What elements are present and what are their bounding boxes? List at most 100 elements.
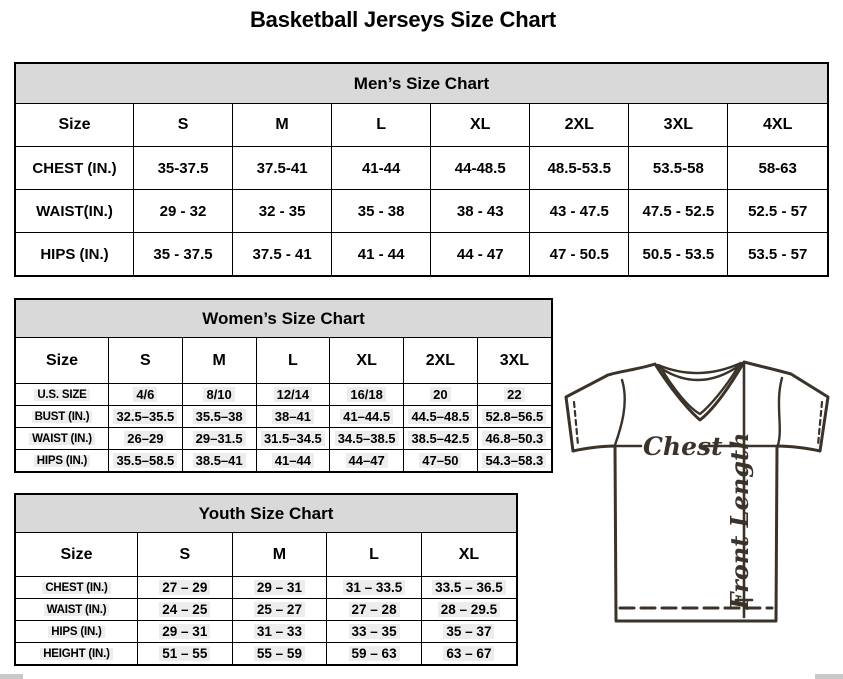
row-label: HEIGHT (IN.) [16,642,138,664]
value-cell: 38 - 43 [430,189,531,233]
row-label: BUST (IN.) [16,405,109,428]
value-cell: 38.5–42.5 [403,427,478,450]
value-cell: 29 – 31 [137,620,233,643]
value-cell: 33 – 35 [326,620,422,643]
youth-size-table: Size S M L XL CHEST (IN.) 27 – 29 29 – 31 31 – 3… [16,533,516,664]
jersey-collar-inner-v [659,365,740,416]
value-cell: 44–47 [329,449,404,471]
chest-label: Chest [643,432,723,461]
jersey-right-armhole-seam [776,376,784,447]
value-cell: 29 – 31 [231,576,328,599]
size-column-m: M [232,104,333,147]
row-label: CHEST (IN.) [16,576,138,599]
row-label: HIPS (IN.) [16,232,134,275]
youth-table-title: Youth Size Chart [16,495,516,533]
measurement-row: WAIST (IN.) 26–29 29–31.5 31.5–34.5 34.5–38.… [16,427,551,450]
value-cell: 27 – 28 [326,598,422,621]
row-label: WAIST (IN.) [16,427,109,450]
measurement-row: WAIST(IN.) 29 - 32 32 - 35 35 - 38 38 - 43 43… [16,189,827,233]
size-column-label: Size [16,533,138,577]
value-cell: 52.5 - 57 [727,189,827,233]
measurement-row: HIPS (IN.) 35.5–58.5 38.5–41 41–44 44–47 47–5… [16,449,551,471]
size-column-m: M [181,338,257,384]
value-cell: 44-48.5 [430,146,531,190]
row-label: HIPS (IN.) [16,449,109,471]
value-cell: 16/18 [329,383,404,406]
size-column-2xl: 2XL [403,338,478,384]
size-header-row: Size S M L XL [16,533,516,577]
value-cell: 38–41 [255,405,331,428]
size-column-3xl: 3XL [476,338,551,384]
size-column-s: S [132,104,234,147]
value-cell: 38.5–41 [181,449,257,471]
size-column-l: L [331,104,432,147]
row-label: CHEST (IN.) [16,146,134,190]
page-title: Basketball Jerseys Size Chart [249,7,557,32]
value-cell: 24 – 25 [137,598,233,621]
value-cell: 35-37.5 [132,146,234,190]
value-cell: 51 – 55 [137,642,233,664]
horizontal-scrollbar-fragment-left[interactable] [0,674,23,679]
value-cell: 54.3–58.3 [476,449,551,471]
value-cell: 41-44 [331,146,432,190]
value-cell: 59 – 63 [326,642,422,664]
value-cell: 35 - 38 [331,189,432,233]
value-cell: 29 - 32 [132,189,234,233]
womens-size-chart-table: Women’s Size Chart Size S M L XL 2XL 3XL U.S. S… [14,298,553,473]
value-cell: 52.8–56.5 [476,405,551,428]
measurement-row: CHEST (IN.) 35-37.5 37.5-41 41-44 44-48.5 48.… [16,146,827,190]
value-cell: 4/6 [108,383,183,406]
value-cell: 48.5-53.5 [529,146,630,190]
value-cell: 35.5–38 [181,405,257,428]
value-cell: 41 - 44 [331,232,432,275]
size-column-xl: XL [430,104,531,147]
value-cell: 41–44 [255,449,331,471]
value-cell: 41–44.5 [329,405,404,428]
value-cell: 20 [403,383,478,406]
jersey-left-sleeve-stitch [572,400,580,447]
jersey-collar-arc-1 [656,361,743,375]
value-cell: 35.5–58.5 [108,449,183,471]
value-cell: 8/10 [181,383,257,406]
size-column-2xl: 2XL [529,104,630,147]
size-header-row: Size S M L XL 2XL 3XL 4XL [16,104,827,147]
measurement-row: U.S. SIZE 4/6 8/10 12/14 16/18 20 22 [16,383,551,406]
value-cell: 27 – 29 [137,576,233,599]
measurement-row: HIPS (IN.) 35 - 37.5 37.5 - 41 41 - 44 44 - … [16,232,827,275]
size-column-4xl: 4XL [727,104,827,147]
size-column-3xl: 3XL [628,104,729,147]
value-cell: 43 - 47.5 [529,189,630,233]
value-cell: 26–29 [108,427,183,450]
size-column-l: L [255,338,331,384]
size-column-m: M [231,533,328,577]
value-cell: 35 - 37.5 [132,232,234,275]
value-cell: 47.5 - 52.5 [628,189,729,233]
horizontal-scrollbar-fragment-right[interactable] [815,674,843,679]
size-column-xl: XL [420,533,516,577]
size-column-l: L [326,533,422,577]
front-length-label: Front Length [725,432,754,610]
value-cell: 28 – 29.5 [420,598,516,621]
measurement-row: HEIGHT (IN.) 51 – 55 55 – 59 59 – 63 63 – 67 [16,642,516,664]
value-cell: 44.5–48.5 [403,405,478,428]
value-cell: 53.5-58 [628,146,729,190]
youth-size-chart-table: Youth Size Chart Size S M L XL CHEST (IN.) 27 … [14,493,518,666]
jersey-outline-drawing: Chest Front Length [564,360,830,623]
jersey-measurement-diagram: Chest Front Length [558,358,843,666]
jersey-right-sleeve-stitch [816,400,824,447]
womens-size-table: Size S M L XL 2XL 3XL U.S. SIZE 4/6 8/10 12/14 16/1… [16,338,551,471]
measurement-row: WAIST (IN.) 24 – 25 25 – 27 27 – 28 28 – 29.… [16,598,516,621]
value-cell: 32 - 35 [232,189,333,233]
size-column-xl: XL [329,338,404,384]
size-column-s: S [108,338,183,384]
value-cell: 47 - 50.5 [529,232,630,275]
size-column-label: Size [16,104,134,147]
mens-size-chart-table: Men’s Size Chart Size S M L XL 2XL 3XL 4XL CHEST… [14,62,829,277]
size-column-s: S [137,533,233,577]
value-cell: 37.5 - 41 [232,232,333,275]
value-cell: 31 – 33 [231,620,328,643]
row-label: WAIST(IN.) [16,189,134,233]
value-cell: 55 – 59 [231,642,328,664]
value-cell: 46.8–50.3 [476,427,551,450]
value-cell: 25 – 27 [231,598,328,621]
